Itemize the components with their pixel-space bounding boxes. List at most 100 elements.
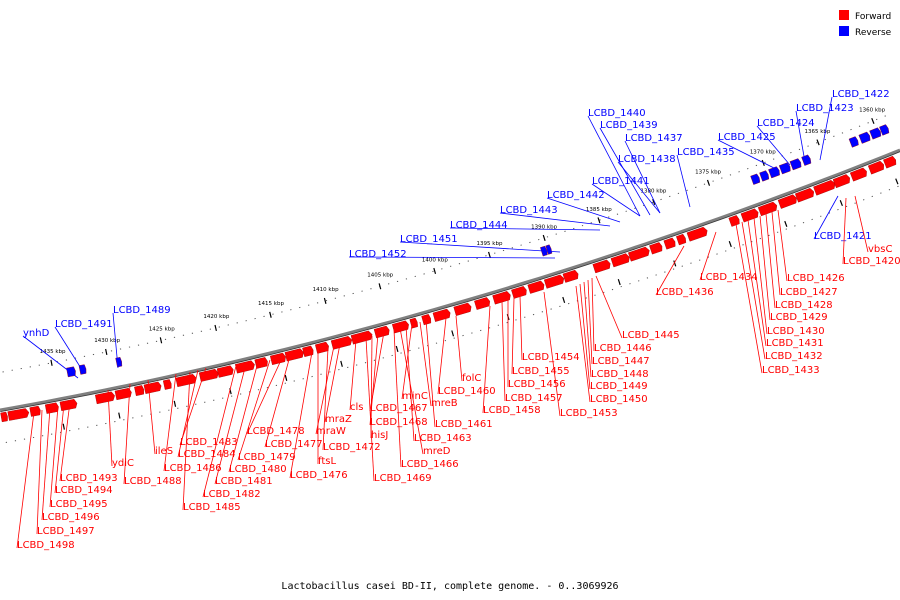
gene-label-lcbd_1441[interactable]: LCBD_1441 — [592, 176, 650, 187]
gene-label-lcbd_1454[interactable]: LCBD_1454 — [522, 352, 580, 363]
gene-label-lcbd_1424[interactable]: LCBD_1424 — [757, 118, 815, 129]
reverse-gene — [545, 244, 553, 255]
gene-label-lcbd_1493[interactable]: LCBD_1493 — [60, 473, 118, 484]
reverse-gene — [789, 158, 802, 171]
gene-label-lcbd_1438[interactable]: LCBD_1438 — [618, 154, 676, 165]
gene-label-lcbd_1469[interactable]: LCBD_1469 — [374, 473, 432, 484]
gene-label-lcbd_1437[interactable]: LCBD_1437 — [625, 133, 683, 144]
gene-label-lcbd_1421[interactable]: LCBD_1421 — [814, 231, 872, 242]
gene-label-lcbd_1477[interactable]: LCBD_1477 — [265, 439, 323, 450]
gene-label-lcbd_1489[interactable]: LCBD_1489 — [113, 305, 171, 316]
gene-label-lcbd_1445[interactable]: LCBD_1445 — [622, 330, 680, 341]
label-leader — [655, 245, 685, 296]
gene-label-lcbd_1451[interactable]: LCBD_1451 — [400, 234, 458, 245]
gene-label-lcbd_1453[interactable]: LCBD_1453 — [560, 408, 618, 419]
gene-label-lcbd_1460[interactable]: LCBD_1460 — [438, 386, 496, 397]
label-leader — [777, 209, 788, 282]
gene-label-lcbd_1440[interactable]: LCBD_1440 — [588, 108, 646, 119]
gene-label-lcbd_1452[interactable]: LCBD_1452 — [349, 249, 407, 260]
gene-label-lcbd_1491[interactable]: LCBD_1491 — [55, 319, 113, 330]
gene-label-folc[interactable]: folC — [462, 373, 481, 384]
label-leader — [54, 326, 85, 374]
gene-label-vbsc[interactable]: vbsC — [868, 244, 892, 255]
gene-label-lcbd_1430[interactable]: LCBD_1430 — [767, 326, 825, 337]
gene-label-lcbd_1457[interactable]: LCBD_1457 — [505, 393, 563, 404]
gene-label-mreb[interactable]: mreB — [431, 398, 458, 409]
gene-label-ynhd[interactable]: ynhD — [23, 328, 50, 339]
gene-label-lcbd_1422[interactable]: LCBD_1422 — [832, 89, 890, 100]
reverse-gene — [801, 154, 812, 166]
gene-label-lcbd_1433[interactable]: LCBD_1433 — [762, 365, 820, 376]
gene-label-lcbd_1439[interactable]: LCBD_1439 — [600, 120, 658, 131]
gene-label-lcbd_1481[interactable]: LCBD_1481 — [215, 476, 273, 487]
forward-gene — [777, 194, 797, 209]
gene-label-lcbd_1426[interactable]: LCBD_1426 — [787, 273, 845, 284]
forward-gene — [269, 352, 286, 366]
gene-label-mraz[interactable]: mraZ — [325, 414, 352, 425]
gene-label-lcbd_1456[interactable]: LCBD_1456 — [508, 379, 566, 390]
gene-label-lcbd_1478[interactable]: LCBD_1478 — [247, 426, 305, 437]
ruler-tick-lower — [62, 423, 65, 430]
forward-gene — [134, 385, 145, 396]
gene-label-lcbd_1494[interactable]: LCBD_1494 — [55, 485, 113, 496]
gene-label-lcbd_1463[interactable]: LCBD_1463 — [414, 433, 472, 444]
label-leader — [624, 140, 661, 214]
gene-label-lcbd_1498[interactable]: LCBD_1498 — [17, 540, 75, 551]
ruler-tick-label: 1380 kbp — [640, 188, 666, 194]
forward-gene — [330, 336, 353, 350]
gene-label-lcbd_1449[interactable]: LCBD_1449 — [590, 381, 648, 392]
gene-label-lcbd_1468[interactable]: LCBD_1468 — [370, 417, 428, 428]
gene-label-minc[interactable]: minC — [402, 391, 428, 402]
gene-label-lcbd_1432[interactable]: LCBD_1432 — [765, 351, 823, 362]
gene-label-lcbd_1436[interactable]: LCBD_1436 — [656, 287, 714, 298]
gene-label-lcbd_1466[interactable]: LCBD_1466 — [401, 459, 459, 470]
gene-label-lcbd_1427[interactable]: LCBD_1427 — [780, 287, 838, 298]
gene-label-lcbd_1496[interactable]: LCBD_1496 — [42, 512, 100, 523]
gene-label-lcbd_1485[interactable]: LCBD_1485 — [183, 502, 241, 513]
gene-label-lcbd_1483[interactable]: LCBD_1483 — [180, 437, 238, 448]
gene-label-lcbd_1444[interactable]: LCBD_1444 — [450, 220, 508, 231]
gene-label-lcbd_1480[interactable]: LCBD_1480 — [229, 464, 287, 475]
gene-label-lcbd_1484[interactable]: LCBD_1484 — [178, 449, 236, 460]
gene-label-cls[interactable]: cls — [350, 402, 364, 413]
gene-label-lcbd_1434[interactable]: LCBD_1434 — [700, 272, 758, 283]
gene-label-lcbd_1479[interactable]: LCBD_1479 — [238, 452, 296, 463]
gene-label-lcbd_1435[interactable]: LCBD_1435 — [677, 147, 735, 158]
gene-label-lcbd_1423[interactable]: LCBD_1423 — [796, 103, 854, 114]
gene-label-lcbd_1431[interactable]: LCBD_1431 — [766, 338, 824, 349]
gene-label-mraw[interactable]: mraW — [316, 426, 346, 437]
gene-label-ftsl[interactable]: ftsL — [318, 456, 336, 467]
gene-label-lcbd_1446[interactable]: LCBD_1446 — [594, 343, 652, 354]
ruler-tick-lower — [784, 220, 788, 227]
ruler-tick-lower — [839, 200, 843, 207]
gene-label-iles[interactable]: ileS — [155, 446, 173, 457]
gene-label-mred[interactable]: mreD — [423, 446, 451, 457]
gene-label-lcbd_1443[interactable]: LCBD_1443 — [500, 205, 558, 216]
gene-label-lcbd_1497[interactable]: LCBD_1497 — [37, 526, 95, 537]
gene-label-lcbd_1447[interactable]: LCBD_1447 — [592, 356, 650, 367]
gene-label-lcbd_1495[interactable]: LCBD_1495 — [50, 499, 108, 510]
ruler-tick-label: 1365 kbp — [804, 129, 830, 135]
gene-label-lcbd_1472[interactable]: LCBD_1472 — [323, 442, 381, 453]
ruler-tick — [706, 179, 711, 186]
gene-label-lcbd_1450[interactable]: LCBD_1450 — [590, 394, 648, 405]
gene-label-ydic[interactable]: ydiC — [112, 458, 134, 469]
gene-label-lcbd_1455[interactable]: LCBD_1455 — [512, 366, 570, 377]
gene-label-lcbd_1488[interactable]: LCBD_1488 — [124, 476, 182, 487]
genome-backbone — [0, 115, 900, 443]
gene-label-lcbd_1420[interactable]: LCBD_1420 — [843, 256, 900, 267]
gene-label-lcbd_1476[interactable]: LCBD_1476 — [290, 470, 348, 481]
gene-label-lcbd_1442[interactable]: LCBD_1442 — [547, 190, 605, 201]
gene-label-lcbd_1429[interactable]: LCBD_1429 — [770, 312, 828, 323]
label-leader — [425, 319, 436, 428]
gene-label-lcbd_1458[interactable]: LCBD_1458 — [483, 405, 541, 416]
gene-label-lcbd_1425[interactable]: LCBD_1425 — [718, 132, 776, 143]
gene-label-lcbd_1461[interactable]: LCBD_1461 — [435, 419, 493, 430]
gene-label-hisj[interactable]: hisJ — [371, 430, 388, 441]
gene-label-lcbd_1486[interactable]: LCBD_1486 — [164, 463, 222, 474]
gene-label-lcbd_1482[interactable]: LCBD_1482 — [203, 489, 261, 500]
gene-label-lcbd_1467[interactable]: LCBD_1467 — [370, 403, 428, 414]
gene-label-lcbd_1428[interactable]: LCBD_1428 — [775, 300, 833, 311]
gene-label-lcbd_1448[interactable]: LCBD_1448 — [591, 369, 649, 380]
label-leader — [595, 275, 623, 339]
